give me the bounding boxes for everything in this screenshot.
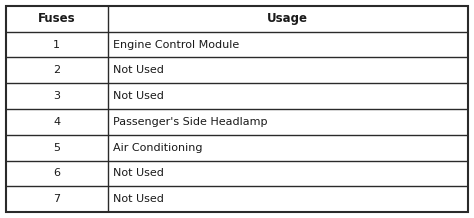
Text: 3: 3 (53, 91, 60, 101)
Text: Engine Control Module: Engine Control Module (113, 40, 239, 50)
Text: 2: 2 (53, 65, 60, 75)
Text: Not Used: Not Used (113, 194, 164, 204)
Text: 7: 7 (53, 194, 60, 204)
Text: Usage: Usage (267, 12, 308, 25)
Text: 6: 6 (53, 168, 60, 178)
Text: 4: 4 (53, 117, 60, 127)
Text: Not Used: Not Used (113, 65, 164, 75)
Text: 5: 5 (53, 143, 60, 153)
Text: Not Used: Not Used (113, 91, 164, 101)
Text: Air Conditioning: Air Conditioning (113, 143, 202, 153)
Text: Not Used: Not Used (113, 168, 164, 178)
Text: Fuses: Fuses (38, 12, 76, 25)
Text: 1: 1 (53, 40, 60, 50)
Text: Passenger's Side Headlamp: Passenger's Side Headlamp (113, 117, 267, 127)
